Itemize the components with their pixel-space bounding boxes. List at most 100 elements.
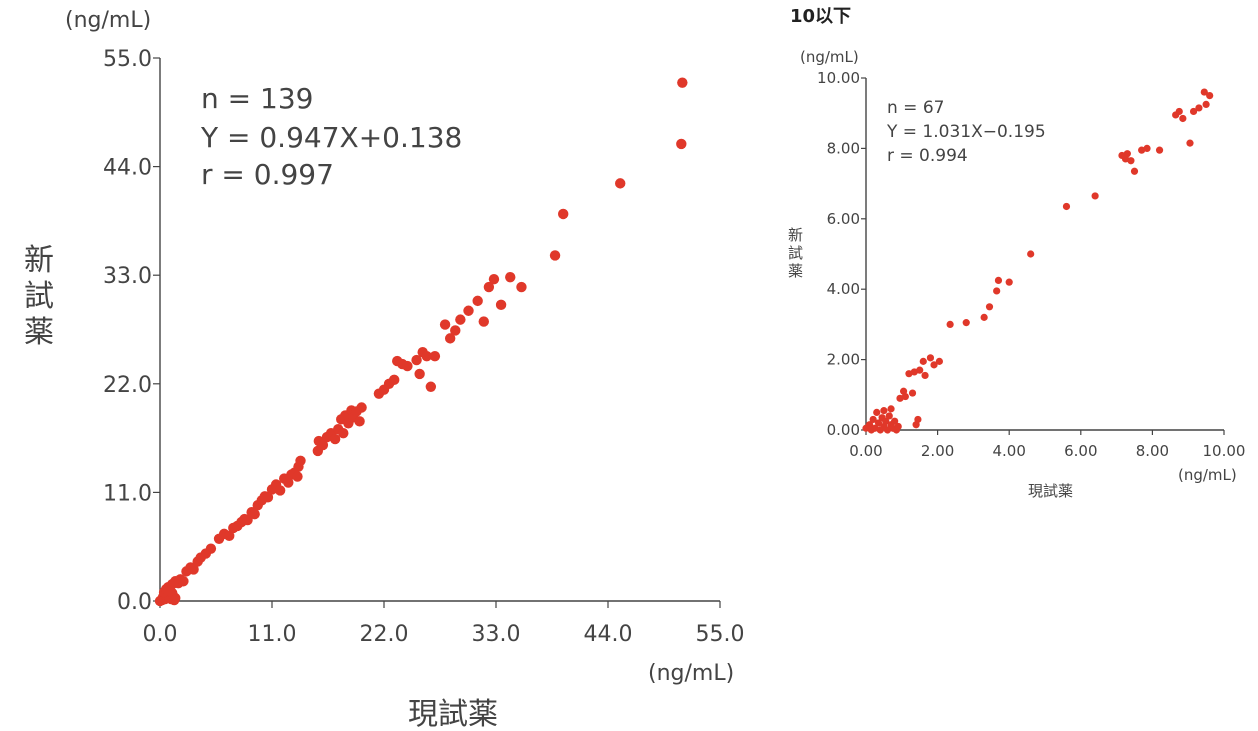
main-data-point — [414, 368, 425, 380]
main-data-point — [425, 381, 437, 392]
inset-x-tick-label: 0.00 — [849, 442, 882, 460]
main-data-point — [505, 271, 516, 283]
main-data-point — [676, 138, 687, 150]
main-data-point — [356, 402, 367, 413]
inset-data-point — [930, 361, 938, 369]
inset-y-axis-title-char-1: 新 — [788, 226, 803, 244]
inset-data-point — [1189, 107, 1198, 116]
main-data-point — [463, 305, 474, 316]
main-stat-equation: Y = 0.947X+0.138 — [200, 121, 462, 154]
inset-data-point — [894, 422, 902, 431]
main-data-point — [444, 333, 456, 344]
inset-y-tick-label: 6.00 — [827, 210, 860, 228]
main-data-point — [338, 427, 349, 439]
main-stat-r: r = 0.997 — [201, 158, 334, 191]
inset-stat-r: r = 0.994 — [887, 146, 968, 166]
inset-y-tick-label: 2.00 — [827, 351, 860, 369]
inset-data-point — [921, 371, 929, 380]
main-x-tick-label: 11.0 — [248, 622, 297, 647]
inset-data-point — [916, 366, 924, 374]
inset-data-point — [926, 354, 935, 362]
inset-points — [862, 88, 1214, 434]
inset-data-point — [1206, 92, 1214, 100]
main-points — [154, 77, 688, 607]
inset-stat-equation: Y = 1.031X−0.195 — [886, 122, 1046, 142]
main-data-point — [402, 360, 413, 372]
inset-x-tick-label: 4.00 — [992, 442, 1025, 460]
main-data-point — [483, 281, 495, 293]
main-x-tick-label: 0.0 — [143, 622, 178, 647]
main-data-point — [178, 576, 189, 587]
main-data-point — [224, 530, 235, 542]
inset-data-point — [1062, 202, 1071, 211]
inset-data-point — [914, 415, 922, 424]
main-x-tick-label: 44.0 — [584, 622, 633, 647]
inset-y-tick-label: 4.00 — [827, 280, 860, 298]
main-data-point — [274, 485, 286, 496]
inset-stat-n: n = 67 — [887, 98, 944, 118]
inset-x-tick-label: 8.00 — [1136, 442, 1169, 460]
inset-y-axis-title-char-3: 薬 — [788, 262, 803, 280]
main-ticks: 0.0 0.0 11.0 11.0 22.0 22.0 33.0 33.0 44.0 44.0 55… — [103, 47, 744, 647]
inset-data-point — [887, 405, 895, 413]
inset-data-point — [874, 419, 883, 427]
main-data-point — [411, 354, 422, 366]
inset-y-tick-label: 8.00 — [827, 139, 860, 157]
main-data-point — [292, 471, 303, 482]
inset-data-point — [935, 357, 943, 365]
inset-data-point — [908, 389, 917, 397]
inset-data-point — [1143, 144, 1151, 152]
main-data-point — [472, 295, 483, 307]
inset-data-point — [1155, 146, 1164, 154]
inset-data-point — [1186, 139, 1194, 147]
inset-data-point — [880, 407, 888, 415]
inset-data-point — [873, 408, 881, 416]
inset-x-tick-label: 6.00 — [1064, 442, 1097, 460]
inset-x-tick-label: 10.00 — [1203, 442, 1246, 460]
main-data-point — [262, 492, 274, 503]
main-y-tick-label: 33.0 — [103, 264, 152, 289]
inset-data-point — [1195, 104, 1203, 112]
main-data-point — [677, 77, 688, 88]
main-data-point — [488, 273, 500, 285]
main-x-tick-label: 55.0 — [696, 622, 745, 647]
main-x-axis-title: 現試薬 — [408, 697, 498, 731]
main-y-tick-label: 0.0 — [117, 590, 152, 615]
inset-data-point — [1202, 100, 1210, 108]
main-y-tick-label: 22.0 — [103, 373, 152, 398]
main-scatter-chart: (ng/mL) 新 試 薬 0.0 0.0 11.0 11.0 22.0 22.0 33.0… — [24, 8, 744, 731]
main-y-tick-label: 11.0 — [103, 481, 152, 506]
inset-x-unit: (ng/mL) — [1178, 466, 1237, 484]
inset-data-point — [980, 313, 988, 321]
main-x-unit: (ng/mL) — [648, 661, 734, 686]
main-data-point — [354, 416, 365, 427]
inset-scatter-chart: 10以下 (ng/mL) 新 試 薬 0.00 0.00 2.00 2.00 4.00 4… — [788, 6, 1245, 500]
inset-ticks: 0.00 0.00 2.00 2.00 4.00 4.00 6.00 6.00 8.00 8.00… — [817, 69, 1245, 460]
inset-x-axis-title: 現試薬 — [1028, 482, 1073, 500]
inset-data-point — [882, 417, 890, 425]
main-y-axis-title-char-2: 試 — [24, 279, 54, 314]
main-data-point — [450, 325, 461, 336]
main-y-unit: (ng/mL) — [65, 8, 151, 33]
main-data-point — [429, 350, 441, 362]
inset-data-point — [1123, 150, 1131, 158]
main-stat-n: n = 139 — [201, 82, 313, 115]
main-data-point — [283, 477, 294, 488]
inset-data-point — [891, 417, 899, 425]
main-y-axis-title-char-1: 新 — [24, 243, 54, 278]
main-data-point — [516, 281, 527, 293]
inset-y-tick-label: 10.00 — [817, 69, 860, 87]
main-x-tick-label: 33.0 — [472, 622, 521, 647]
main-data-point — [295, 455, 306, 467]
main-data-point — [455, 314, 466, 325]
main-data-point — [329, 433, 341, 445]
main-y-axis-title-char-3: 薬 — [24, 315, 54, 350]
inset-data-point — [885, 412, 893, 420]
main-data-point — [549, 250, 561, 261]
inset-data-point — [993, 287, 1001, 295]
main-data-point — [478, 316, 489, 327]
main-data-point — [317, 439, 329, 451]
main-data-point — [242, 514, 253, 526]
inset-data-point — [1130, 167, 1139, 175]
inset-title: 10以下 — [790, 6, 851, 27]
